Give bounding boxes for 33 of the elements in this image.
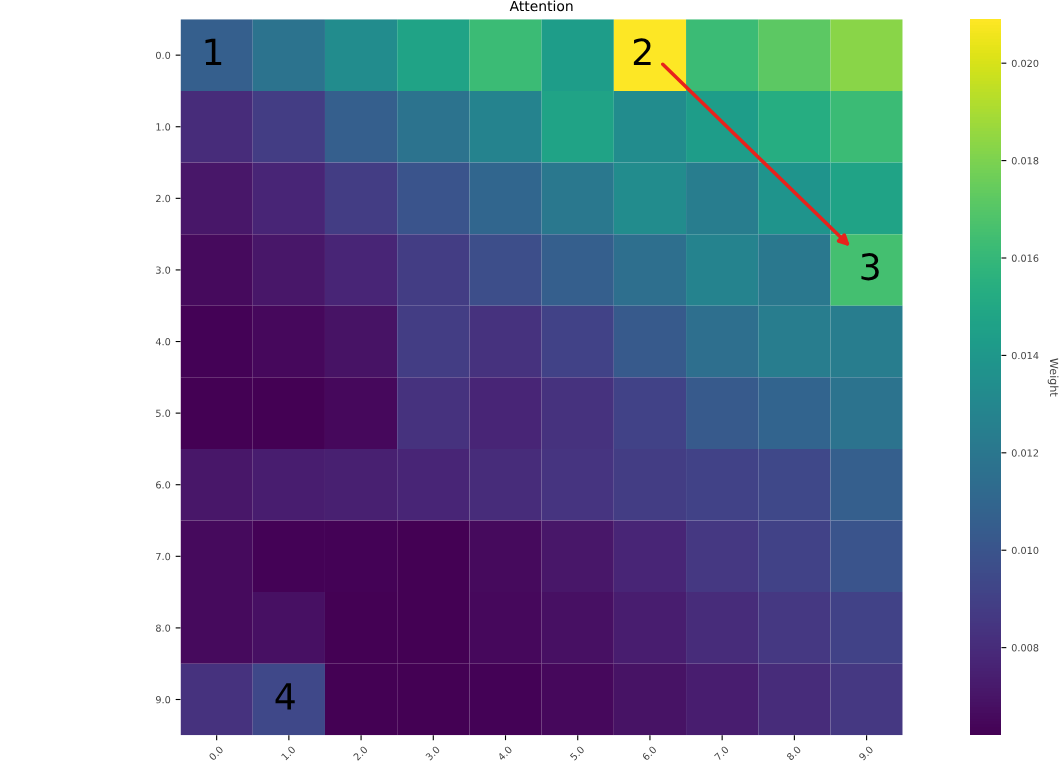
chart-title: Attention <box>509 0 573 12</box>
annotation: 3 <box>861 253 879 281</box>
color-bar-label: 0.016 <box>1011 254 1039 262</box>
y-tick-label: 9.0 <box>155 695 171 704</box>
y-tick-label: 6.0 <box>156 481 171 489</box>
x-tick-label: 4.0 <box>497 745 513 761</box>
color-bar-title: Weight <box>1047 358 1059 397</box>
x-tick-label: 5.0 <box>569 745 585 761</box>
color-bar-label: 0.014 <box>1011 351 1039 360</box>
x-tick-label: 1.0 <box>280 745 296 761</box>
color-bar-label: 0.010 <box>1011 546 1039 555</box>
annotation: 4 <box>275 683 295 710</box>
y-tick-label: 2.0 <box>156 194 171 203</box>
color-bar-label: 0.008 <box>1011 644 1039 652</box>
y-tick-label: 4.0 <box>155 338 171 346</box>
y-tick-label: 1.0 <box>156 123 171 131</box>
y-tick-label: 0.0 <box>156 51 171 59</box>
x-tick-label: 7.0 <box>714 745 730 761</box>
color-bar-label: 0.012 <box>1011 449 1039 457</box>
y-tick-label: 5.0 <box>156 409 171 417</box>
color-bar-label: 0.018 <box>1011 157 1039 165</box>
x-tick-label: 0.0 <box>208 745 224 761</box>
x-tick-label: 8.0 <box>786 745 802 761</box>
x-tick-label: 2.0 <box>352 745 369 761</box>
y-tick-label: 7.0 <box>156 552 171 561</box>
color-bar-label: 0.020 <box>1011 59 1039 68</box>
annotation: 2 <box>633 38 651 66</box>
y-tick-label: 3.0 <box>156 266 171 274</box>
x-tick-label: 3.0 <box>425 745 441 761</box>
x-tick-label: 6.0 <box>641 745 657 761</box>
annotation: 1 <box>205 38 222 66</box>
x-tick-label: 9.0 <box>858 745 874 761</box>
y-tick-label: 8.0 <box>156 624 171 632</box>
